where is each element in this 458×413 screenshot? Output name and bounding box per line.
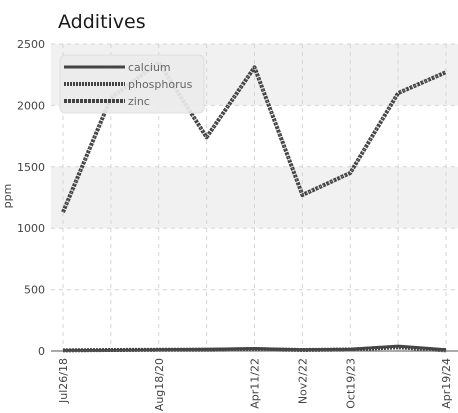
y-tick-label: 0 [38, 345, 45, 358]
y-tick-label: 2500 [17, 38, 45, 51]
y-axis-ticks: 0 500 1000 1500 2000 2500 [17, 38, 45, 358]
y-tick-label: 1500 [17, 161, 45, 174]
legend-label-calcium: calcium [128, 61, 171, 74]
x-axis-ticks: Jul26/18 Aug18/20 Apr11/22 Nov2/22 Oct19/23 A… [57, 358, 453, 411]
x-tick-label: Apr11/22 [249, 358, 262, 409]
x-tick-label: Apr19/24 [440, 358, 453, 409]
series-lines [61, 60, 447, 353]
x-tick-label: Jul26/18 [57, 358, 70, 404]
legend: calcium phosphorus zinc [59, 54, 205, 114]
legend-box [59, 54, 205, 114]
series-line-zinc-pattern [62, 61, 447, 213]
y-tick-label: 2000 [17, 99, 45, 112]
y-axis-label: ppm [1, 184, 14, 209]
x-tick-label: Nov2/22 [296, 358, 309, 404]
legend-label-zinc: zinc [128, 95, 150, 108]
series-line-phosphorus [62, 345, 447, 353]
y-tick-label: 500 [24, 284, 45, 297]
chart-title: Additives [58, 11, 146, 33]
x-tick-label: Aug18/20 [153, 358, 166, 411]
x-tick-label: Oct19/23 [344, 358, 357, 409]
legend-label-phosphorus: phosphorus [128, 78, 193, 91]
y-tick-label: 1000 [17, 222, 45, 235]
